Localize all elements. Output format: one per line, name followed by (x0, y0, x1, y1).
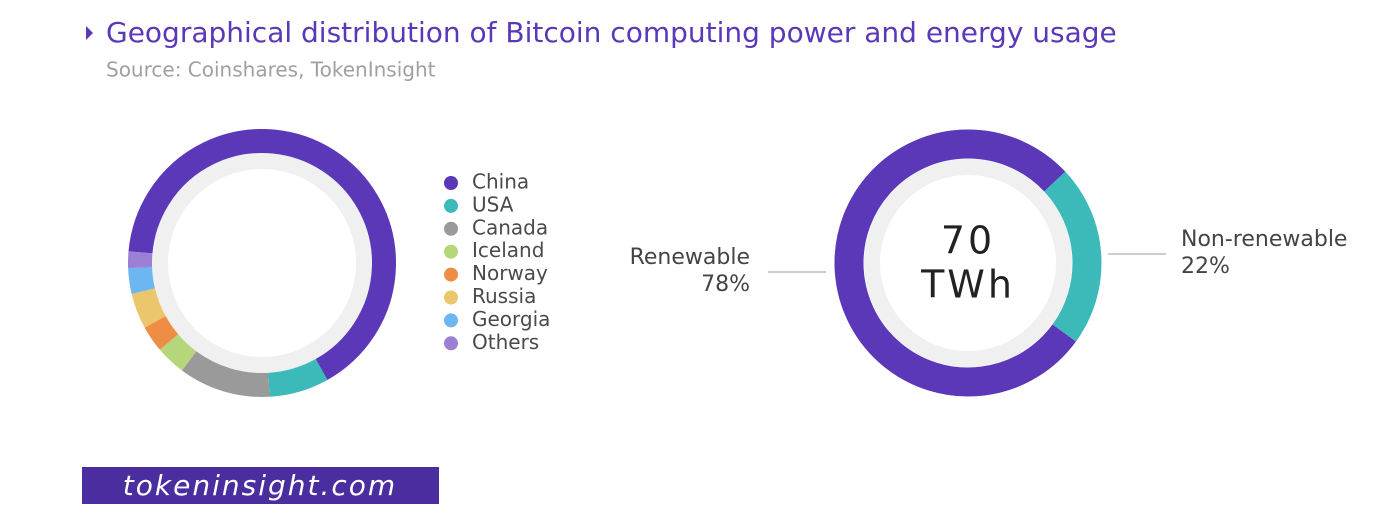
title-marker (86, 26, 93, 40)
legend-label: Iceland (472, 238, 544, 262)
callout-label: Non-renewable (1181, 227, 1347, 252)
legend-swatch (444, 222, 458, 236)
legend-label: Norway (472, 261, 548, 285)
legend-label: USA (472, 192, 514, 216)
legend-label: Georgia (472, 307, 550, 331)
legend-label: Others (472, 330, 539, 354)
legend-swatch (444, 268, 458, 282)
inner-ring (160, 161, 364, 365)
legend-label: Russia (472, 284, 536, 308)
footer-site: tokeninsight.com (123, 469, 397, 502)
legend-swatch (444, 313, 458, 327)
donut-segment (143, 291, 155, 322)
donut-segment (169, 342, 189, 361)
legend-swatch (444, 245, 458, 259)
donut-segment (155, 322, 169, 342)
legend-label: China (472, 170, 529, 194)
callout-value: 78% (701, 272, 750, 297)
callout-value: 22% (1181, 254, 1230, 279)
legend-swatch (444, 336, 458, 350)
legend-swatch (444, 176, 458, 190)
legend-swatch (444, 291, 458, 305)
source: Source: Coinshares, TokenInsight (106, 58, 436, 82)
legend-label: Canada (472, 215, 548, 239)
callout-label: Renewable (630, 245, 750, 270)
legend-swatch (444, 199, 458, 213)
donut-segment (140, 268, 143, 292)
center-text: TWh (920, 263, 1015, 307)
chart-title: Geographical distribution of Bitcoin com… (106, 16, 1117, 49)
center-text: 70 (941, 219, 995, 263)
